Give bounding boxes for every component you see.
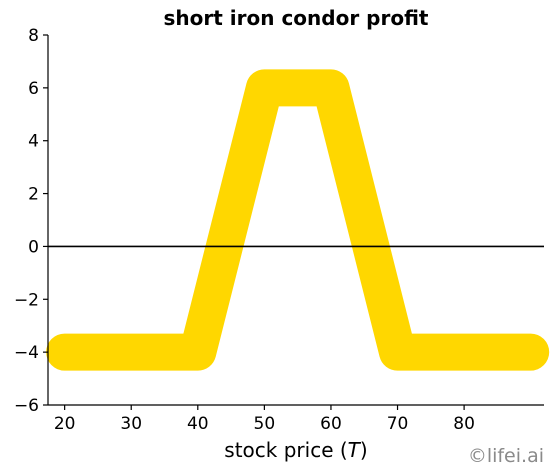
x-tick-label: 20 [54,414,76,434]
y-tick-label: 6 [28,79,39,99]
x-tick-label: 30 [120,414,142,434]
watermark: ©lifei.ai [468,445,544,467]
x-tick-label: 80 [453,414,475,434]
x-tick-label: 60 [320,414,342,434]
plot-area [46,69,550,371]
profit-line-series-0 [46,69,550,371]
y-tick-label: 4 [28,132,39,152]
y-tick-label: 0 [28,237,39,257]
y-tick-label: −4 [14,343,39,363]
chart-title: short iron condor profit [164,6,429,30]
x-tick-label: 40 [187,414,209,434]
x-tick-label: 50 [254,414,276,434]
y-tick-label: −2 [14,290,39,310]
x-axis-label: stock price (T) [224,438,367,462]
y-tick-label: 8 [28,26,39,46]
x-tick-label: 70 [387,414,409,434]
x-axis-label-prefix: stock price ( [224,438,347,462]
y-tick-label: −6 [14,396,39,416]
x-axis-label-suffix: ) [360,438,368,462]
x-ticks: 20 30 40 50 60 70 80 [54,405,475,434]
x-axis-label-variable: T [348,438,362,462]
y-tick-label: 2 [28,185,39,205]
y-ticks: −6 −4 −2 0 2 4 6 8 [14,26,48,416]
